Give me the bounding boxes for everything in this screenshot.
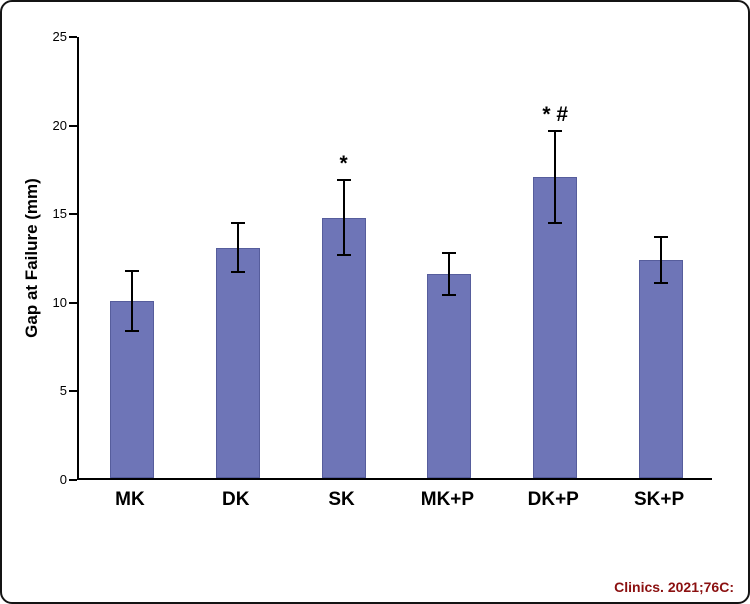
x-category-label: MK+P [420, 489, 475, 510]
error-bar-line [236, 222, 239, 273]
y-tick-label: 15 [52, 206, 67, 222]
error-bar-cap [548, 221, 563, 224]
y-tick [69, 36, 77, 38]
y-tick [69, 124, 77, 127]
bar [533, 176, 578, 478]
significance-marker: * [339, 152, 348, 176]
error-bar-cap [230, 221, 245, 224]
bar [215, 247, 260, 478]
y-tick-label: 0 [59, 472, 67, 487]
bar [321, 217, 366, 478]
error-bar-cap [654, 282, 669, 285]
y-tick [69, 213, 77, 216]
y-tick-label: 5 [59, 383, 67, 399]
bar [639, 260, 684, 478]
error-bar-cap [442, 294, 457, 297]
error-bar-line [660, 237, 663, 284]
error-bar-cap [124, 329, 139, 332]
y-tick [69, 301, 77, 304]
y-tick-label: 10 [52, 294, 67, 310]
error-bar-line [130, 270, 133, 331]
plot-area: * * # [77, 37, 712, 480]
x-category-label: SK [328, 489, 355, 510]
x-category-label: SK+P [633, 489, 685, 510]
error-bar-line [448, 252, 451, 296]
y-tick [69, 390, 77, 393]
y-tick-label: 20 [52, 117, 67, 133]
error-bar-cap [124, 269, 139, 272]
x-category-label: DK+P [527, 489, 579, 510]
error-bar-line [342, 180, 345, 255]
citation-text: Clinics. 2021;76C: [614, 579, 734, 595]
error-bar-cap [548, 129, 563, 132]
error-bar-cap [336, 253, 351, 256]
significance-marker: * # [542, 102, 569, 126]
error-bar-cap [336, 179, 351, 182]
x-category-label: DK [222, 489, 250, 510]
y-axis-title: Gap at Failure (mm) [22, 178, 41, 338]
error-bar-cap [230, 271, 245, 274]
error-bar-cap [654, 236, 669, 239]
y-tick-label: 25 [52, 29, 67, 44]
x-category-label: MK [115, 489, 145, 510]
y-tick [69, 479, 77, 481]
error-bar-cap [442, 251, 457, 254]
bar [427, 274, 472, 478]
error-bar-line [554, 130, 557, 223]
